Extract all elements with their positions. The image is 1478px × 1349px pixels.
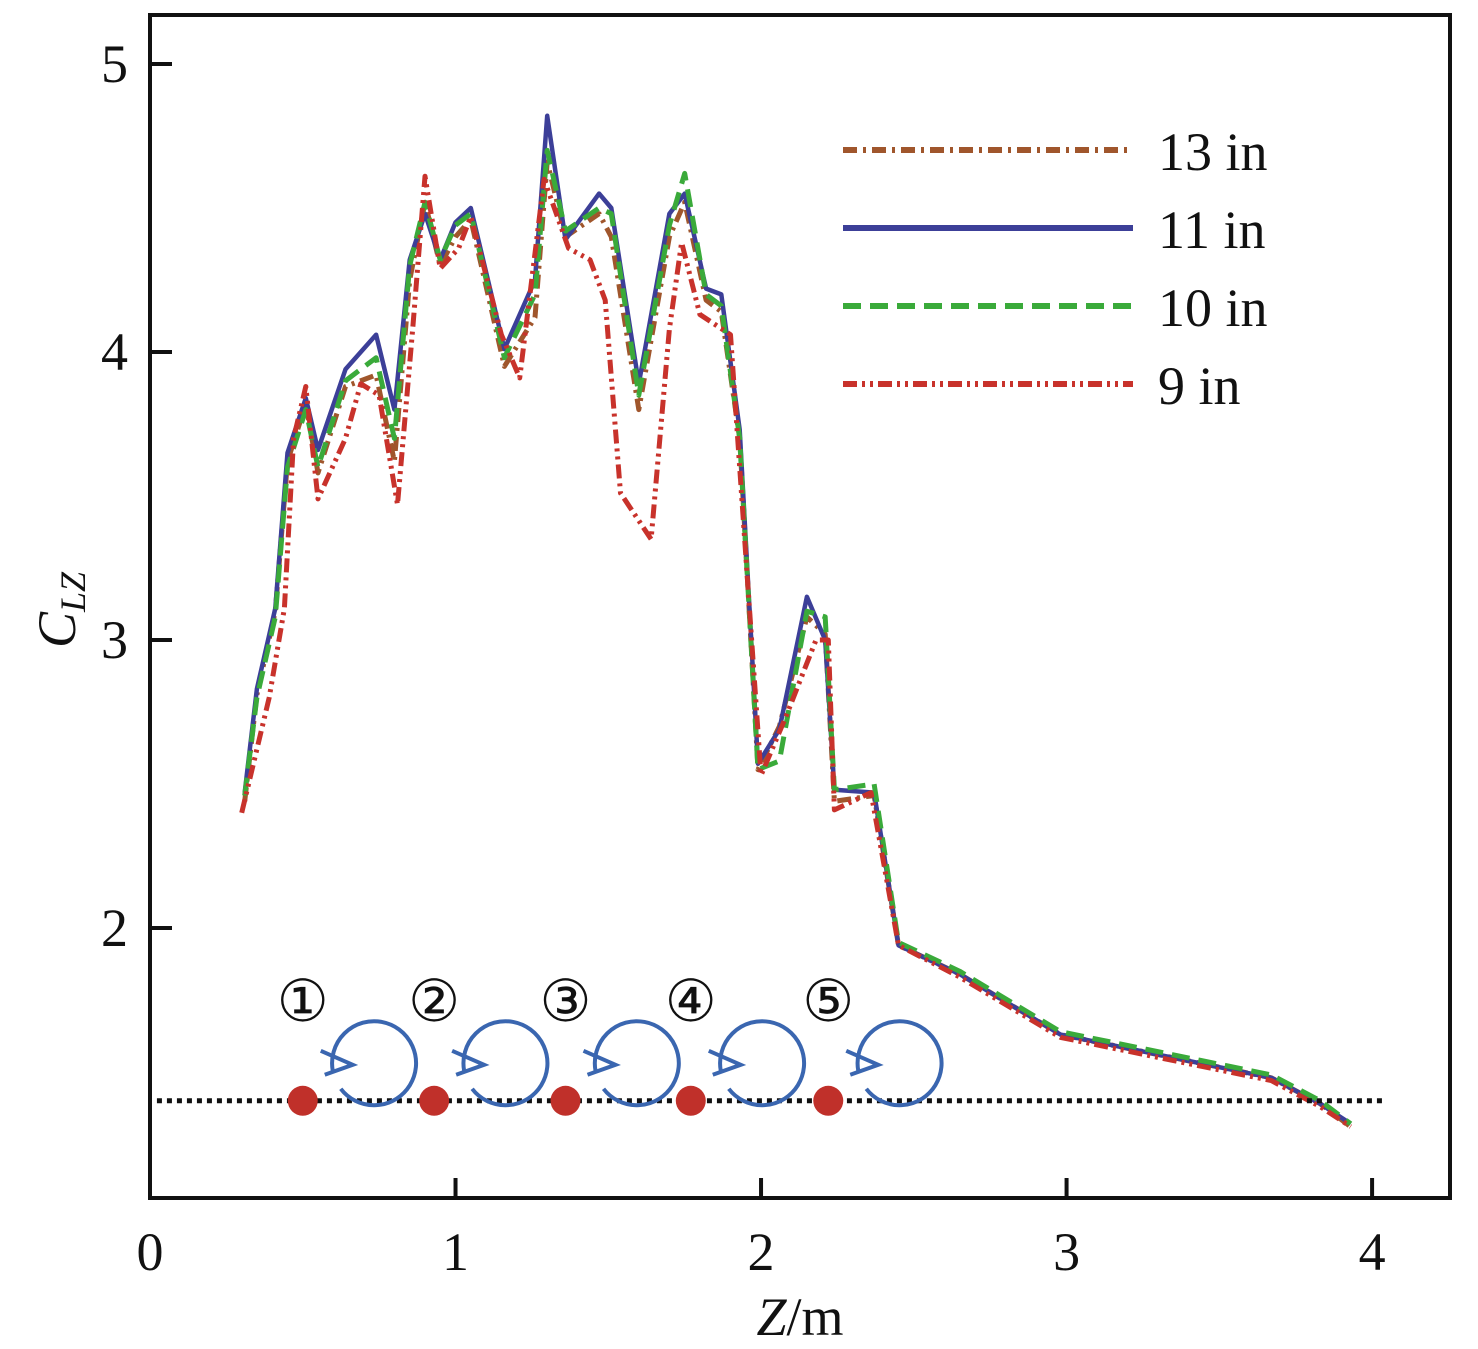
series-layer [239,113,1353,1129]
legend-label: 9 in [1158,356,1241,416]
legend-label: 13 in [1158,122,1268,182]
rotor-number-label: ① [277,969,329,1034]
x-tick-label: 4 [1359,1222,1386,1282]
legend: 13 in 11 in 10 in 9 in [843,122,1268,416]
legend-label: 11 in [1158,200,1266,260]
rotation-arrow-icon [330,1019,419,1108]
arrowhead-icon [845,1048,884,1077]
rotor-marker: ① [277,969,419,1116]
arrowhead-icon [319,1048,359,1077]
rotation-arrow-icon [461,1019,550,1108]
rotor-dot [675,1085,706,1116]
y-tick-label: 2 [101,898,128,958]
arrowhead-icon [451,1048,490,1077]
y-axis-label: CLZ [27,571,93,648]
rotation-arrow-icon [592,1019,681,1108]
rotor-number-label: ② [408,969,460,1034]
x-tick-label: 3 [1053,1222,1080,1282]
x-tick-label: 0 [137,1222,164,1282]
rotation-arrow-icon [855,1019,944,1108]
rotor-marker: ③ [540,969,681,1116]
rotor-number-label: ③ [540,969,592,1034]
rotor-dot [550,1085,581,1116]
x-axis-label: Z/m [756,1287,843,1347]
ticks-layer: 0 1 2 3 4 2 3 4 5 [101,34,1386,1282]
rotor-marker: ⑤ [802,969,944,1116]
rotation-arrow-icon [718,1019,807,1108]
arrowhead-icon [707,1048,747,1077]
series-line-9-in [239,173,1353,1129]
y-tick-label: 4 [101,322,128,382]
y-tick-label: 3 [101,610,128,670]
rotor-marker: ② [408,969,550,1116]
y-tick-label: 5 [101,34,128,94]
plot-frame [148,13,1452,1200]
rotor-dot [419,1085,450,1116]
series-line-10-in [242,147,1353,1126]
rotor-dot [287,1085,318,1116]
x-tick-label: 1 [442,1222,469,1282]
x-tick-label: 2 [748,1222,775,1282]
rotor-marker: ④ [665,969,807,1116]
arrowhead-icon [582,1048,621,1077]
legend-label: 10 in [1158,278,1268,338]
rotor-dot [813,1085,844,1116]
rotor-number-label: ④ [665,969,717,1034]
annotation-layer: ① ② ③ ④ ⑤ [156,969,1387,1116]
rotor-number-label: ⑤ [802,969,854,1034]
